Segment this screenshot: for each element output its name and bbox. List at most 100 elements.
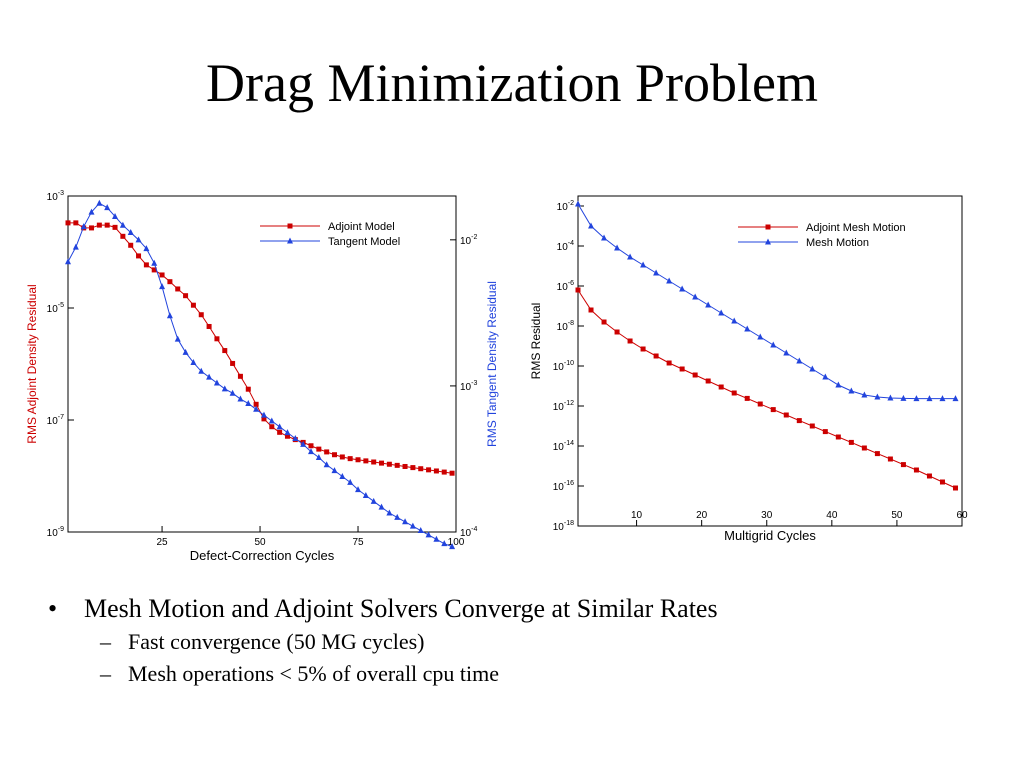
mesh-motion-series-marker <box>731 317 738 324</box>
y-tick-label: 10-6 <box>557 280 574 293</box>
tangent-series-marker <box>72 243 79 250</box>
mesh-motion-series-marker <box>913 395 920 402</box>
adjoint-series-marker <box>222 348 228 354</box>
mesh-motion-series-marker <box>692 293 699 300</box>
adjoint-series-marker <box>410 465 416 471</box>
x-tick-label: 50 <box>891 510 903 521</box>
mesh-motion-series-marker <box>653 269 660 276</box>
adjoint-series-marker <box>73 220 79 226</box>
tangent-series-marker <box>65 258 71 265</box>
adjoint-series-marker <box>136 253 142 259</box>
y-tick-label: 10-12 <box>553 400 574 413</box>
adjoint-series-marker <box>324 449 330 455</box>
plot-frame <box>67 195 457 533</box>
y-right-tick-label: 10-3 <box>460 380 477 393</box>
tangent-series-marker <box>135 236 142 243</box>
tangent-series-marker <box>260 411 267 418</box>
tangent-series-marker <box>300 440 307 447</box>
slide-title: Drag Minimization Problem <box>206 53 818 113</box>
adjoint-series-marker <box>96 222 102 228</box>
adjoint-series-marker <box>339 454 345 460</box>
adjoint-mesh-motion-series-marker <box>835 434 841 440</box>
adjoint-mesh-motion-series-marker <box>627 338 633 344</box>
adjoint-series-marker <box>347 456 353 462</box>
adjoint-mesh-motion-series-marker <box>783 412 789 418</box>
tangent-series-marker <box>119 221 126 228</box>
x-tick-label: 40 <box>826 510 838 521</box>
mesh-motion-series-marker <box>744 325 751 332</box>
mesh-motion-series-marker <box>952 395 959 402</box>
adjoint-series-marker <box>308 443 314 449</box>
mesh-motion-series-marker <box>887 394 894 401</box>
adjoint-series-marker <box>89 225 95 231</box>
mesh-motion-series-marker <box>848 387 855 394</box>
mesh-motion-series-marker <box>705 301 712 308</box>
adjoint-series-marker <box>159 272 165 278</box>
adjoint-series-marker <box>143 262 149 268</box>
y-right-tick-label: 10-2 <box>460 234 477 247</box>
mesh-motion-series-marker <box>770 341 777 348</box>
tangent-series-marker <box>409 522 416 529</box>
x-tick-label: 50 <box>254 537 266 548</box>
tangent-series-marker <box>276 423 283 430</box>
y-left-axis-label: RMS Adjoint Density Residual <box>25 284 39 443</box>
tangent-series-marker <box>307 448 314 455</box>
tangent-series-marker <box>190 359 197 366</box>
adjoint-series-marker <box>332 452 338 458</box>
adjoint-mesh-motion-series-marker <box>731 390 737 396</box>
plot-frame <box>577 195 963 527</box>
adjoint-series-marker <box>316 446 322 452</box>
mesh-motion-series-marker <box>861 391 868 398</box>
y-left-tick-label: 10-7 <box>47 414 64 427</box>
sub-bullet-item: – Fast convergence (50 MG cycles) <box>100 626 988 658</box>
adjoint-series-marker <box>379 460 385 466</box>
adjoint-series-marker <box>261 416 267 422</box>
mesh-motion-series-marker <box>601 234 608 241</box>
mesh-motion-series-marker <box>835 381 842 388</box>
tangent-series-marker <box>245 399 252 406</box>
bullet-list: • Mesh Motion and Adjoint Solvers Conver… <box>48 592 988 690</box>
y-left-tick-label: 10-9 <box>47 526 64 539</box>
y-axis-label: RMS Residual <box>529 303 543 380</box>
adjoint-mesh-motion-series-marker <box>653 353 659 359</box>
tangent-series-marker <box>362 491 369 498</box>
mesh-motion-series-marker <box>588 222 595 229</box>
adjoint-mesh-motion-series-marker <box>666 360 672 366</box>
y-tick-label: 10-10 <box>553 360 574 373</box>
adjoint-mesh-motion-series-marker <box>822 429 828 435</box>
tangent-series-marker <box>449 543 456 550</box>
mesh-motion-series-marker <box>796 357 803 364</box>
y-tick-label: 10-8 <box>557 320 574 333</box>
mesh-motion-series-marker <box>809 365 816 372</box>
adjoint-mesh-motion-series-marker <box>588 307 594 313</box>
tangent-series-marker <box>268 417 275 424</box>
sub-bullet-dash: – <box>100 629 111 654</box>
x-tick-label: 30 <box>761 510 773 521</box>
mesh-motion-series-line <box>577 203 956 400</box>
mesh-motion-series-marker <box>627 253 634 260</box>
x-axis-label: Multigrid Cycles <box>724 528 816 543</box>
adjoint-mesh-motion-series-marker <box>848 439 854 445</box>
legend-label: Mesh Motion <box>806 237 869 249</box>
adjoint-series-marker <box>418 466 424 472</box>
adjoint-series-marker <box>104 222 110 228</box>
adjoint-mesh-motion-series-marker <box>614 329 620 335</box>
adjoint-series-marker <box>175 286 181 292</box>
tangent-series-marker <box>441 540 448 547</box>
legend-marker <box>765 238 771 245</box>
adjoint-series-marker <box>198 312 204 318</box>
adjoint-mesh-motion-series-marker <box>705 378 711 384</box>
adjoint-series-marker <box>426 467 432 473</box>
mesh-motion-series-marker <box>926 395 933 402</box>
tangent-series-marker <box>206 373 213 380</box>
adjoint-mesh-motion-series-marker <box>575 287 581 293</box>
tangent-series-marker <box>182 348 189 355</box>
bullet-item: • Mesh Motion and Adjoint Solvers Conver… <box>48 592 988 626</box>
x-tick-label: 100 <box>448 537 465 548</box>
tangent-series-marker <box>221 385 228 392</box>
y-tick-label: 10-16 <box>553 480 574 493</box>
adjoint-series-marker <box>245 386 251 392</box>
mesh-motion-series-marker <box>575 200 581 207</box>
adjoint-series-marker <box>253 401 259 407</box>
legend-marker <box>765 224 771 230</box>
